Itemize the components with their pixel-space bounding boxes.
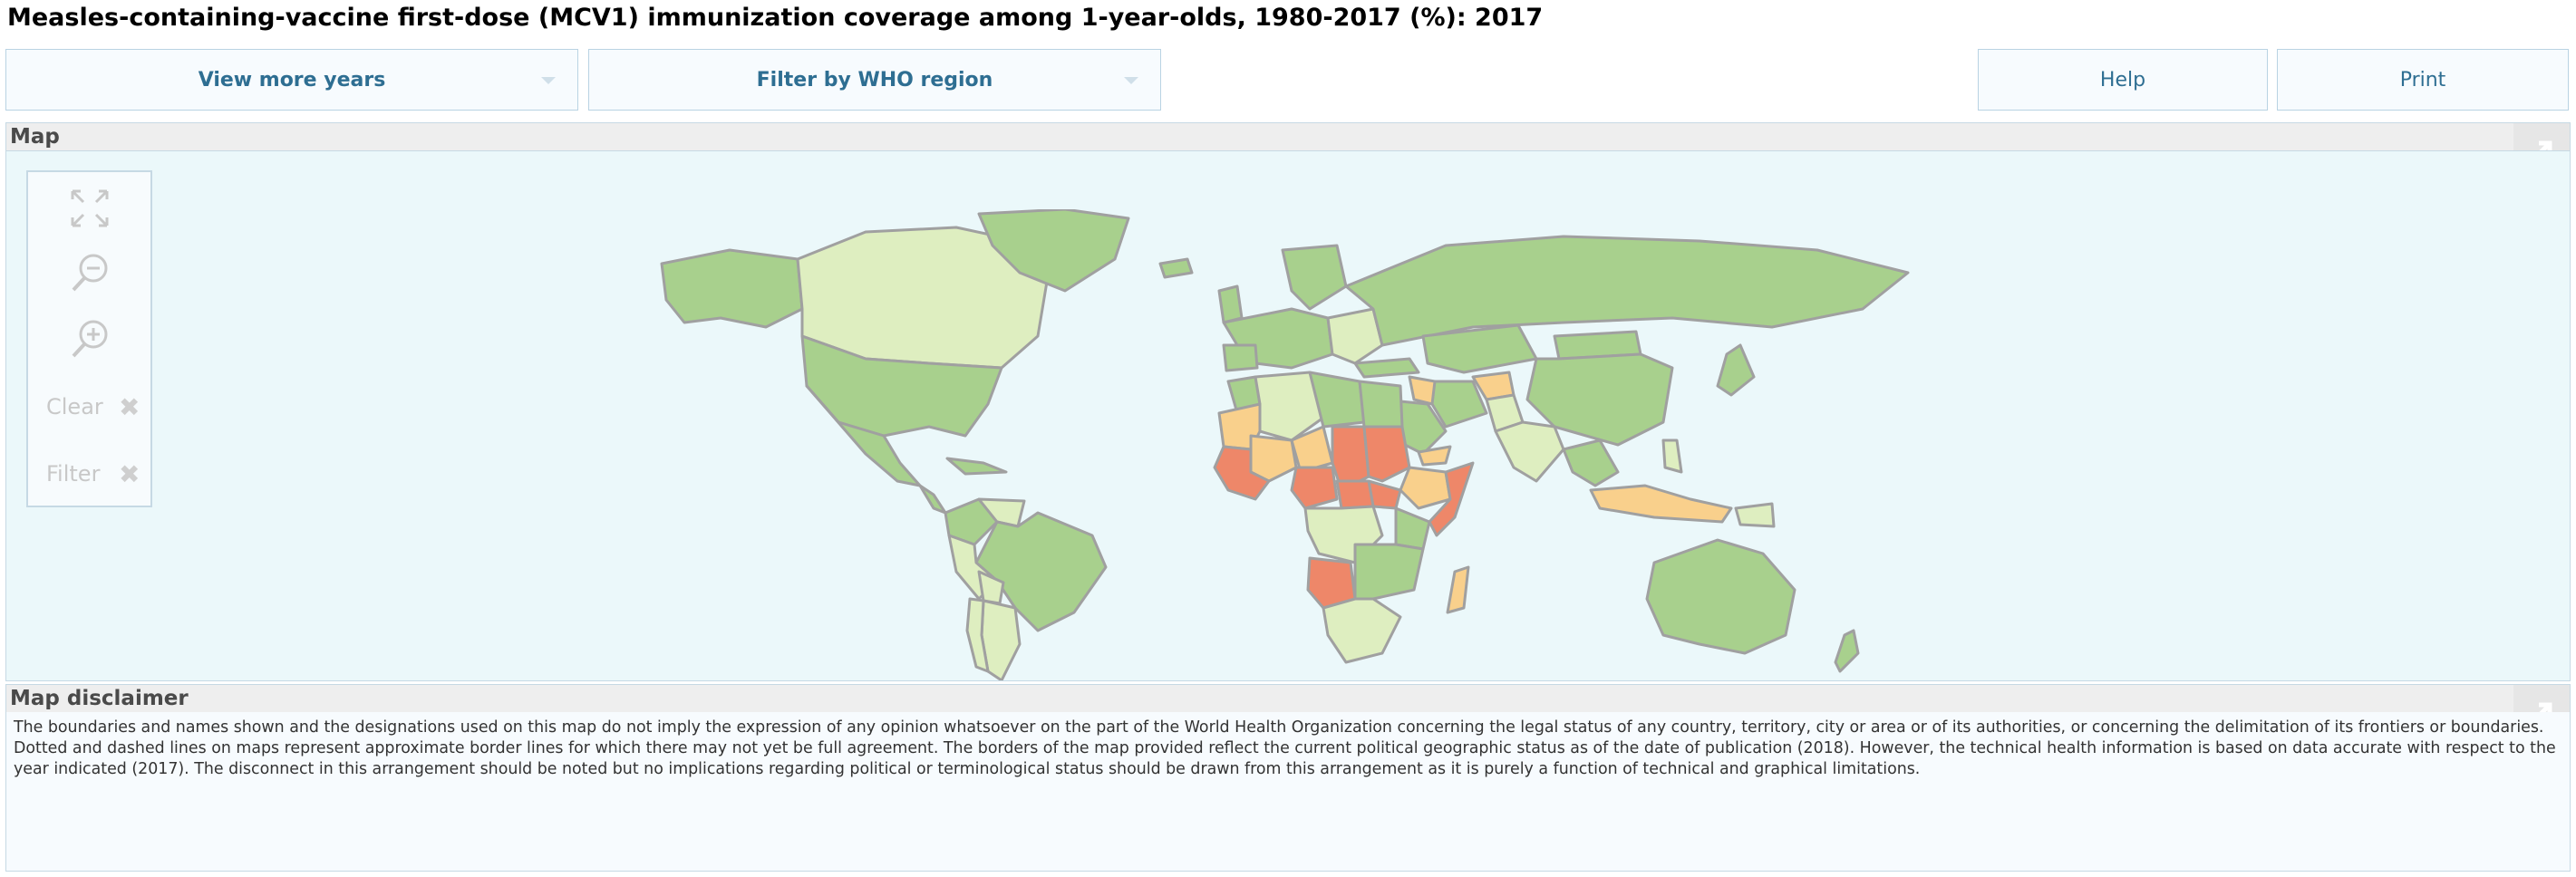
country-central-america <box>918 484 947 515</box>
country-turkey <box>1353 357 1420 379</box>
zoom-in-icon <box>72 320 107 358</box>
country-southeast-asia <box>1562 438 1620 487</box>
country-papua-new-guinea <box>1734 502 1776 528</box>
map-panel-title: Map <box>10 125 60 149</box>
zoom-in-button[interactable] <box>28 313 150 363</box>
country-madagascar <box>1446 565 1470 614</box>
clear-label: Clear <box>46 394 103 419</box>
country-greenland <box>977 209 1130 293</box>
country-ethiopia <box>1399 466 1452 510</box>
clear-button[interactable]: Clear ✖ <box>28 386 150 428</box>
country-yemen <box>1417 445 1452 467</box>
country-canada <box>796 226 1049 370</box>
disclaimer-title: Map disclaimer <box>10 687 189 710</box>
disclaimer-header: Map disclaimer <box>5 684 2571 741</box>
filter-region-label: Filter by WHO region <box>756 68 993 92</box>
country-kazakhstan <box>1421 323 1538 374</box>
view-more-years-label: View more years <box>198 68 386 92</box>
map-area[interactable]: Clear ✖ Filter ✖ <box>5 150 2571 681</box>
chevron-down-icon <box>1124 77 1138 84</box>
country-egypt <box>1358 380 1404 429</box>
country-kenya <box>1394 506 1431 551</box>
country-new-zealand <box>1834 629 1860 673</box>
country-iceland <box>1158 257 1194 279</box>
country-southern-africa <box>1322 597 1402 664</box>
country-iraq <box>1408 375 1437 406</box>
country-scandinavia <box>1281 244 1348 311</box>
filter-label: Filter <box>46 461 101 487</box>
zoom-out-button[interactable] <box>28 246 150 297</box>
country-russia <box>1344 235 1910 347</box>
country-west-africa <box>1213 445 1271 501</box>
country-china <box>1525 352 1674 447</box>
country-australia <box>1645 538 1796 655</box>
close-icon: ✖ <box>119 391 140 422</box>
world-map[interactable] <box>657 209 1926 680</box>
help-button[interactable]: Help <box>1978 49 2268 111</box>
map-panel-header: Map <box>5 122 2571 179</box>
filter-button[interactable]: Filter ✖ <box>28 453 150 495</box>
country-nigeria <box>1290 466 1339 510</box>
print-label: Print <box>2399 68 2446 92</box>
country-car <box>1335 479 1375 510</box>
country-eastern-europe <box>1326 307 1384 365</box>
country-philippines <box>1661 438 1683 474</box>
view-more-years-button[interactable]: View more years <box>5 49 578 111</box>
chevron-down-icon <box>541 77 556 84</box>
country-east-africa <box>1353 543 1425 601</box>
country-somalia <box>1428 461 1475 537</box>
country-sudan <box>1362 425 1411 483</box>
country-colombia <box>944 497 999 546</box>
help-label: Help <box>2099 68 2146 92</box>
country-india <box>1494 420 1565 483</box>
country-uk <box>1217 284 1244 324</box>
country-mexico <box>805 384 922 487</box>
country-chile <box>965 597 990 673</box>
disclaimer-body: The boundaries and names shown and the d… <box>5 712 2571 872</box>
country-japan <box>1716 343 1756 397</box>
country-indonesia <box>1589 484 1733 524</box>
zoom-full-button[interactable] <box>28 185 150 232</box>
disclaimer-text: The boundaries and names shown and the d… <box>14 718 2556 778</box>
page-title: Measles-containing-vaccine first-dose (M… <box>7 4 1544 32</box>
zoom-out-icon <box>72 254 107 292</box>
fullscreen-icon <box>71 189 108 227</box>
country-alaska <box>660 248 804 329</box>
map-controls: Clear ✖ Filter ✖ <box>26 170 152 507</box>
close-icon: ✖ <box>119 458 140 489</box>
filter-region-button[interactable]: Filter by WHO region <box>588 49 1161 111</box>
country-spain <box>1222 343 1259 372</box>
country-caribbean <box>945 457 1008 476</box>
print-button[interactable]: Print <box>2277 49 2569 111</box>
